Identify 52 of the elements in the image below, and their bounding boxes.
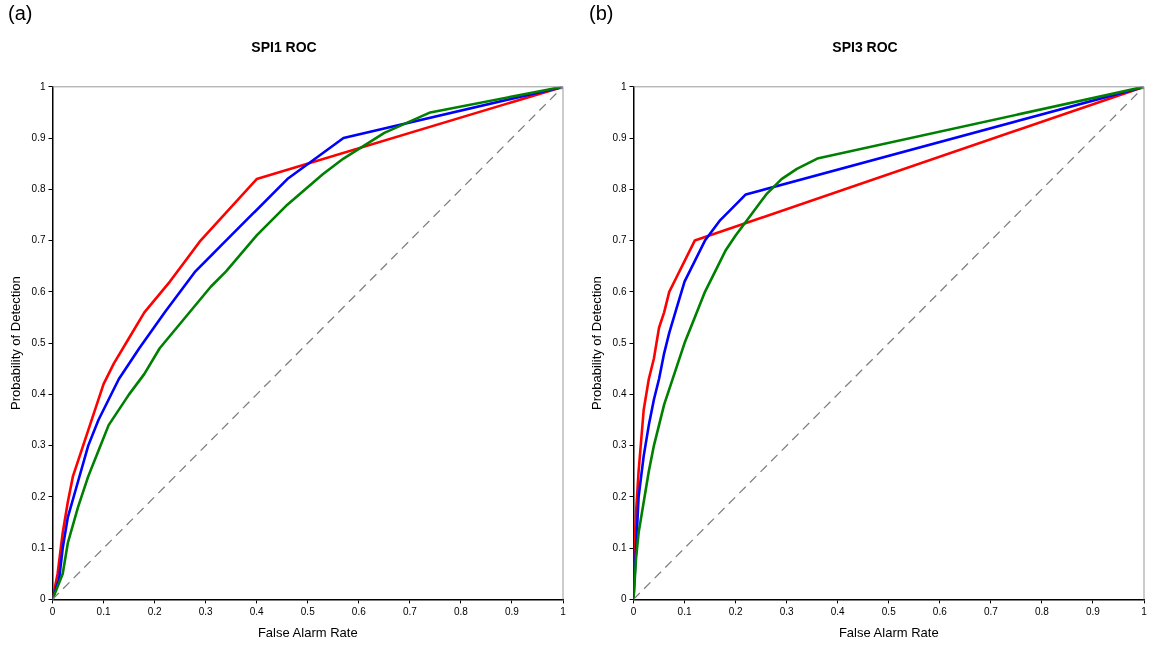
- y-axis-title: Probability of Detection: [8, 276, 24, 410]
- x-tick-label: 0.7: [402, 606, 418, 618]
- y-tick-label: 0.5: [31, 336, 46, 348]
- y-tick-label: 0.1: [612, 541, 627, 553]
- y-tick-label: 1: [620, 80, 627, 92]
- y-tick-label: 0.5: [612, 336, 627, 348]
- x-tick-label: 0.4: [830, 606, 846, 618]
- x-tick-label: 0.8: [453, 606, 469, 618]
- x-tick-label: 0.6: [351, 606, 367, 618]
- y-tick-label: 0.3: [31, 439, 46, 451]
- y-tick-label: 0.6: [31, 285, 46, 297]
- x-tick-label: 0.2: [147, 606, 162, 618]
- y-tick-label: 1: [39, 80, 46, 92]
- y-tick-label: 0: [39, 593, 46, 605]
- y-axis-title: Probability of Detection: [589, 276, 605, 410]
- x-tick-label: 0: [630, 606, 637, 618]
- y-tick-label: 0.4: [31, 388, 46, 400]
- y-tick-label: 0.2: [31, 490, 46, 502]
- y-tick-label: 0.8: [612, 183, 627, 195]
- y-tick-label: 0.4: [612, 388, 627, 400]
- x-tick-label: 0.3: [198, 606, 214, 618]
- y-tick-label: 0.7: [31, 234, 46, 246]
- x-tick-label: 0.8: [1034, 606, 1050, 618]
- x-tick-label: 0.5: [881, 606, 897, 618]
- y-tick-label: 0.9: [612, 131, 627, 143]
- x-tick-label: 1: [1141, 606, 1148, 618]
- text: (b): [589, 2, 614, 25]
- y-tick-label: 0: [620, 593, 627, 605]
- x-axis-title: False Alarm Rate: [838, 624, 939, 640]
- chart-title: SPI1 ROC: [251, 39, 317, 56]
- x-tick-label: 0.7: [983, 606, 999, 618]
- x-tick-label: 0.6: [932, 606, 948, 618]
- x-tick-label: 0.9: [1086, 606, 1101, 618]
- y-tick-label: 0.7: [612, 234, 627, 246]
- x-tick-label: 0.2: [728, 606, 743, 618]
- chart-title: SPI3 ROC: [832, 39, 898, 56]
- y-tick-label: 0.1: [31, 541, 46, 553]
- y-tick-label: 0.8: [31, 183, 46, 195]
- x-tick-label: 1: [560, 606, 567, 618]
- x-tick-label: 0.3: [779, 606, 795, 618]
- y-tick-label: 0.3: [612, 439, 627, 451]
- x-tick-label: 0: [49, 606, 56, 618]
- x-tick-label: 0.4: [249, 606, 265, 618]
- x-tick-label: 0.1: [677, 606, 692, 618]
- x-axis-title: False Alarm Rate: [257, 624, 358, 640]
- y-tick-label: 0.2: [612, 490, 627, 502]
- x-tick-label: 0.9: [505, 606, 520, 618]
- y-tick-label: 0.9: [31, 131, 46, 143]
- y-tick-label: 0.6: [612, 285, 627, 297]
- text: (a): [8, 2, 33, 25]
- x-tick-label: 0.1: [96, 606, 111, 618]
- x-tick-label: 0.5: [300, 606, 316, 618]
